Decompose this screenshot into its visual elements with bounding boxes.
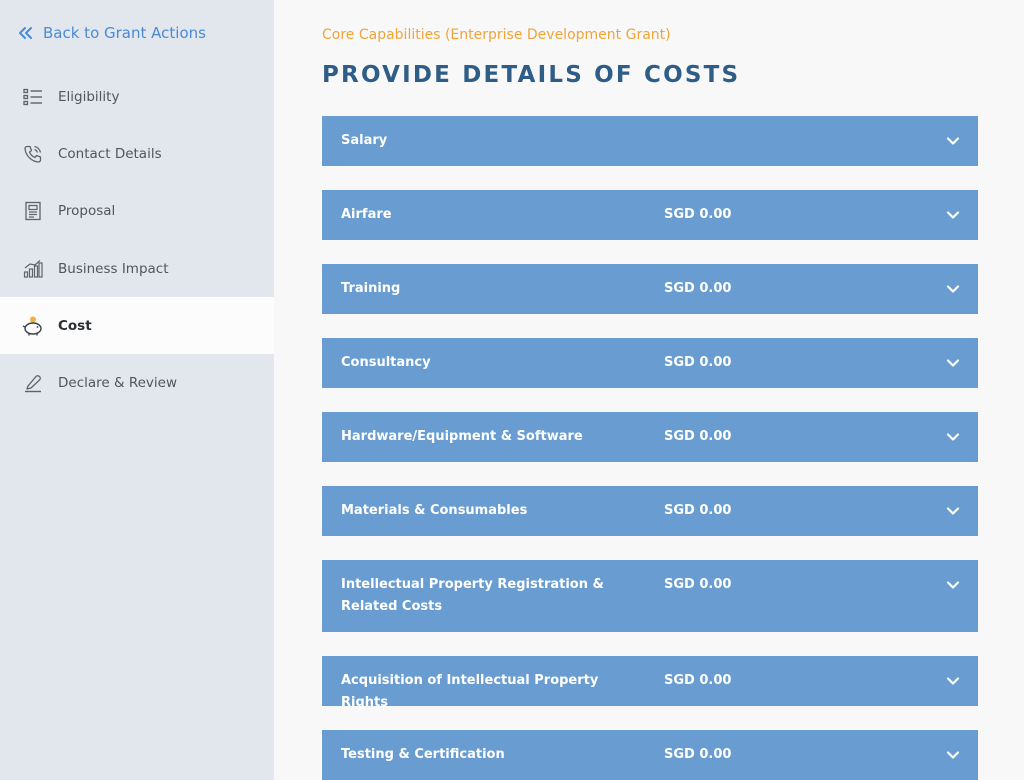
bar-chart-icon bbox=[22, 258, 44, 280]
chevron-down-icon bbox=[946, 751, 960, 759]
cost-row-salary[interactable]: Salary bbox=[322, 116, 978, 166]
chevron-down-icon bbox=[946, 677, 960, 685]
chevron-down-icon bbox=[946, 433, 960, 441]
list-icon bbox=[22, 86, 44, 108]
cost-row-amount: SGD 0.00 bbox=[664, 355, 732, 370]
cost-row-label: Testing & Certification bbox=[341, 747, 505, 762]
cost-row-ip-acquisition[interactable]: Acquisition of Intellectual Property Rig… bbox=[322, 656, 978, 710]
cost-row-testing-certification[interactable]: Testing & Certification SGD 0.00 bbox=[322, 730, 978, 780]
sidebar-item-label: Eligibility bbox=[58, 88, 120, 105]
back-to-grant-actions-link[interactable]: Back to Grant Actions bbox=[18, 21, 206, 45]
sidebar-item-eligibility[interactable]: Eligibility bbox=[0, 68, 274, 125]
chevron-down-icon bbox=[946, 211, 960, 219]
sidebar-item-declare-review[interactable]: Declare & Review bbox=[0, 354, 274, 411]
sidebar-item-label: Proposal bbox=[58, 202, 116, 219]
sidebar-item-cost[interactable]: Cost bbox=[0, 297, 274, 354]
chevron-down-icon bbox=[946, 359, 960, 367]
cost-row-amount: SGD 0.00 bbox=[664, 747, 732, 762]
grant-subtitle: Core Capabilities (Enterprise Developmen… bbox=[322, 27, 671, 43]
cost-row-ip-registration[interactable]: Intellectual Property Registration & Rel… bbox=[322, 560, 978, 632]
main-content: Core Capabilities (Enterprise Developmen… bbox=[274, 0, 1024, 780]
sidebar-item-contact-details[interactable]: Contact Details bbox=[0, 125, 274, 182]
cost-row-amount: SGD 0.00 bbox=[664, 207, 732, 222]
cost-row-label: Intellectual Property Registration & Rel… bbox=[341, 577, 604, 614]
cost-row-label: Acquisition of Intellectual Property Rig… bbox=[341, 673, 599, 710]
sidebar-item-label: Business Impact bbox=[58, 260, 169, 277]
cost-row-amount: SGD 0.00 bbox=[664, 281, 732, 296]
cost-row-amount: SGD 0.00 bbox=[664, 429, 732, 444]
cost-row-amount: SGD 0.00 bbox=[664, 673, 732, 688]
chevron-down-icon bbox=[946, 285, 960, 293]
cost-row-airfare[interactable]: Airfare SGD 0.00 bbox=[322, 190, 978, 240]
chevron-down-icon bbox=[946, 581, 960, 589]
cost-row-label: Materials & Consumables bbox=[341, 503, 528, 518]
sidebar-item-label: Contact Details bbox=[58, 145, 162, 162]
cost-row-amount: SGD 0.00 bbox=[664, 577, 732, 592]
sidebar-item-label: Cost bbox=[58, 317, 92, 334]
document-icon bbox=[22, 200, 44, 222]
sidebar-item-label: Declare & Review bbox=[58, 374, 177, 391]
sidebar: Back to Grant Actions Eligibility bbox=[0, 0, 274, 780]
cost-row-amount: SGD 0.00 bbox=[664, 503, 732, 518]
chevron-down-icon bbox=[946, 507, 960, 515]
double-chevron-left-icon bbox=[19, 27, 32, 39]
piggy-bank-icon bbox=[22, 315, 44, 337]
phone-icon bbox=[22, 143, 44, 165]
sidebar-item-proposal[interactable]: Proposal bbox=[0, 182, 274, 239]
cost-row-consultancy[interactable]: Consultancy SGD 0.00 bbox=[322, 338, 978, 388]
chevron-down-icon bbox=[946, 137, 960, 145]
sidebar-item-business-impact[interactable]: Business Impact bbox=[0, 240, 274, 297]
cost-row-label: Training bbox=[341, 281, 401, 296]
back-link-label: Back to Grant Actions bbox=[43, 24, 206, 42]
cost-row-label: Hardware/Equipment & Software bbox=[341, 429, 583, 444]
cost-row-label: Consultancy bbox=[341, 355, 431, 370]
cost-row-materials-consumables[interactable]: Materials & Consumables SGD 0.00 bbox=[322, 486, 978, 536]
cost-row-label: Salary bbox=[341, 133, 388, 148]
cost-row-training[interactable]: Training SGD 0.00 bbox=[322, 264, 978, 314]
cost-row-label: Airfare bbox=[341, 207, 392, 222]
pen-icon bbox=[22, 372, 44, 394]
cost-row-hardware-equipment-software[interactable]: Hardware/Equipment & Software SGD 0.00 bbox=[322, 412, 978, 462]
page-title: PROVIDE DETAILS OF COSTS bbox=[322, 62, 741, 88]
